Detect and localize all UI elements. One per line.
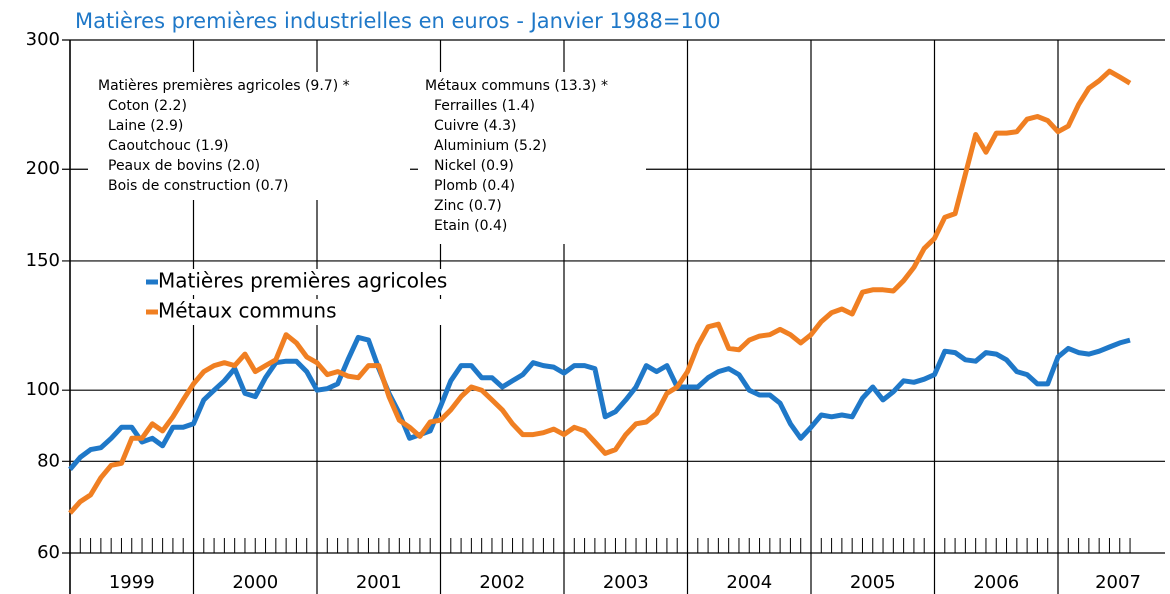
annotation-bg xyxy=(88,72,410,200)
x-tick-label: 2003 xyxy=(603,572,649,593)
annotation-header: Métaux communs (13.3) * xyxy=(425,78,608,94)
y-tick-label: 300 xyxy=(26,29,60,50)
legend-label: Métaux communs xyxy=(158,299,337,323)
series-line xyxy=(68,334,1131,472)
legend-bg xyxy=(140,269,500,295)
annotation-item: Caoutchouc (1.9) xyxy=(108,138,229,154)
y-tick-label: 60 xyxy=(37,542,60,563)
x-tick-label: 2000 xyxy=(232,572,278,593)
annotation-item: Peaux de bovins (2.0) xyxy=(108,158,260,174)
annotation-item: Nickel (0.9) xyxy=(434,158,514,174)
annotation-item: Bois de construction (0.7) xyxy=(108,178,288,194)
y-tick-label: 150 xyxy=(26,250,60,271)
annotation-item: Aluminium (5.2) xyxy=(434,138,547,154)
x-tick-label: 1999 xyxy=(109,572,155,593)
y-tick-label: 80 xyxy=(37,450,60,471)
y-tick-label: 100 xyxy=(26,379,60,400)
x-tick-label: 2006 xyxy=(973,572,1019,593)
x-tick-label: 2005 xyxy=(850,572,896,593)
legend-label: Matières premières agricoles xyxy=(158,269,447,293)
annotation-item: Etain (0.4) xyxy=(434,218,507,234)
x-tick-label: 2004 xyxy=(726,572,772,593)
x-tick-label: 2001 xyxy=(356,572,402,593)
x-tick-label: 2007 xyxy=(1095,572,1141,593)
legend-bg xyxy=(140,299,500,325)
x-tick-label: 2002 xyxy=(479,572,525,593)
annotation-item: Laine (2.9) xyxy=(108,118,183,134)
annotation-item: Zinc (0.7) xyxy=(434,198,502,214)
annotation-item: Ferrailles (1.4) xyxy=(434,98,535,114)
annotation-item: Plomb (0.4) xyxy=(434,178,515,194)
annotation-item: Coton (2.2) xyxy=(108,98,187,114)
chart-title: Matières premières industrielles en euro… xyxy=(75,9,721,33)
annotation-header: Matières premières agricoles (9.7) * xyxy=(98,78,350,94)
annotation-bg xyxy=(418,72,646,244)
y-tick-label: 200 xyxy=(26,158,60,179)
annotation-item: Cuivre (4.3) xyxy=(434,118,517,134)
series-line xyxy=(68,68,1132,515)
